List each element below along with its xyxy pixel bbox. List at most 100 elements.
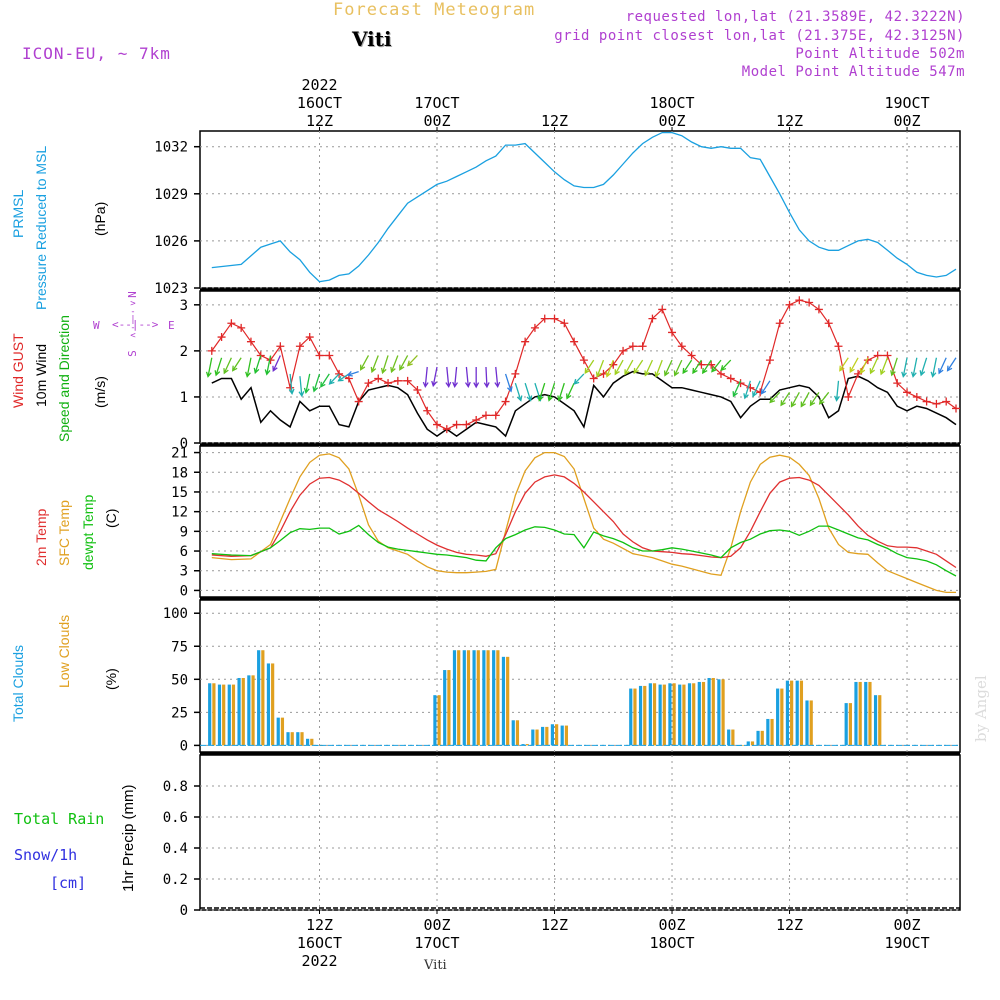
- low-cloud-bar: [643, 685, 647, 746]
- y-tick-label: 1: [180, 390, 188, 406]
- gust-marker: [550, 314, 559, 323]
- wind-arrow: [720, 359, 732, 372]
- gust-marker: [658, 305, 667, 314]
- y-tick-label: 0.6: [163, 810, 188, 826]
- gust-marker: [893, 379, 902, 388]
- y-tick-label: 50: [171, 672, 188, 688]
- wind-arrow: [494, 366, 501, 389]
- gust-marker: [374, 374, 383, 383]
- low-cloud-bar: [271, 663, 275, 746]
- total-cloud-bar: [208, 683, 212, 746]
- wind-arrow: [514, 382, 523, 402]
- total-cloud-bar: [785, 680, 790, 746]
- gust-marker: [952, 404, 960, 413]
- wind-arrow: [732, 380, 742, 398]
- gust-marker: [736, 379, 745, 388]
- low-cloud-bar: [466, 650, 471, 746]
- total-cloud-bar: [638, 685, 643, 746]
- y-tick-label: 3: [180, 564, 188, 580]
- gust-marker: [834, 342, 843, 351]
- time-label-bottom: 12Z: [776, 916, 803, 934]
- wind-arrow: [264, 355, 272, 376]
- wind-arrow: [946, 357, 957, 372]
- gust-marker: [628, 342, 637, 351]
- low-cloud-bar: [672, 683, 676, 746]
- total-rain-label: Total Rain: [14, 810, 105, 828]
- y-tick-label: 6: [180, 544, 188, 560]
- wind-arrow: [464, 366, 471, 389]
- wind-arrow: [624, 359, 634, 376]
- time-label-bottom: 00Z: [893, 916, 920, 934]
- wind-arrow: [752, 380, 761, 398]
- low-cloud-bar: [457, 650, 461, 746]
- gust-marker: [814, 305, 823, 314]
- wind-arrow: [537, 382, 546, 402]
- low-cloud-bar: [731, 729, 735, 746]
- gust-marker: [540, 314, 549, 323]
- gust-marker: [384, 379, 393, 388]
- wind-arrow: [406, 355, 418, 367]
- low-cloud-bar: [212, 683, 216, 746]
- total-cloud-bar: [482, 650, 486, 746]
- requested-coords: requested lon,lat (21.3589E, 42.3222N): [625, 9, 965, 25]
- gust-marker: [335, 369, 344, 378]
- gust-marker: [530, 323, 539, 332]
- wind-arrow: [473, 367, 480, 389]
- low-cloud-bar: [868, 681, 872, 746]
- total-cloud-bar: [844, 703, 848, 746]
- wind-arrow: [370, 355, 379, 374]
- time-label-bottom: 18OCT: [649, 934, 694, 952]
- wind-arrow: [605, 359, 614, 378]
- gust-marker: [511, 369, 520, 378]
- low-cloud-bar: [496, 650, 500, 746]
- low-cloud-bar: [222, 684, 226, 746]
- low-cloud-bar: [486, 650, 490, 746]
- wind-arrow: [692, 359, 702, 375]
- y-tick-label: 0: [180, 436, 188, 452]
- wind-arrow: [809, 391, 820, 407]
- wind-arrow: [320, 373, 330, 388]
- wind-arrow: [328, 373, 340, 385]
- low-cloud-bar: [770, 718, 774, 746]
- gust-marker: [521, 337, 530, 346]
- gust-marker: [501, 397, 510, 406]
- point-altitude: Point Altitude 502m: [795, 46, 965, 62]
- total-cloud-bar: [266, 663, 271, 746]
- total-cloud-bar: [511, 720, 515, 746]
- time-label-top: 18OCT: [649, 94, 694, 112]
- total-cloud-bar: [776, 688, 780, 746]
- wind-arrow: [930, 357, 938, 378]
- total-cloud-bar: [531, 729, 535, 746]
- low-cloud-bar: [280, 717, 285, 746]
- y-tick-label: 100: [163, 606, 188, 622]
- total-cloud-bar: [687, 683, 692, 746]
- gust-marker: [638, 342, 647, 351]
- time-label-top: 17OCT: [414, 94, 459, 112]
- y-tick-label: 1023: [154, 281, 188, 297]
- total-cloud-bar: [727, 729, 731, 746]
- wind-arrow: [566, 382, 575, 400]
- wind-arrow: [711, 359, 722, 373]
- wind-arrow: [524, 382, 533, 402]
- total-cloud-bar: [805, 700, 809, 746]
- low-cloud-bar: [241, 677, 245, 746]
- total-cloud-bar: [276, 717, 280, 746]
- wind-arrow: [780, 391, 791, 407]
- low-cloud-bar: [760, 730, 764, 746]
- wind-arrow: [654, 359, 663, 378]
- wind-arrow: [253, 355, 262, 375]
- gust-marker: [716, 369, 725, 378]
- total-cloud-bar: [717, 679, 721, 746]
- gust-marker: [648, 314, 657, 323]
- wind-arrow: [360, 355, 370, 371]
- y-tick-label: 0: [180, 903, 188, 919]
- gust-marker: [560, 319, 569, 328]
- gust-marker: [589, 374, 598, 383]
- wind-arrow: [390, 355, 399, 374]
- wind-arrow: [760, 380, 771, 395]
- wind-arrow: [483, 366, 490, 389]
- gust-marker: [481, 411, 490, 420]
- model-label: ICON-EU, ~ 7km: [22, 44, 171, 63]
- time-label-bottom: 12Z: [541, 916, 568, 934]
- y-tick-label: 0.2: [163, 872, 188, 888]
